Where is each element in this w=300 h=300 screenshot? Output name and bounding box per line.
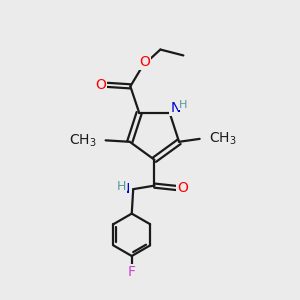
Text: O: O [95,78,106,92]
Text: CH$_3$: CH$_3$ [209,131,237,147]
Text: O: O [178,181,188,195]
Text: F: F [128,265,136,279]
Text: N: N [119,182,130,196]
Text: CH$_3$: CH$_3$ [69,132,96,148]
Text: H: H [179,100,187,110]
Text: O: O [139,55,150,69]
Text: H: H [117,180,126,193]
Text: N: N [170,100,181,115]
